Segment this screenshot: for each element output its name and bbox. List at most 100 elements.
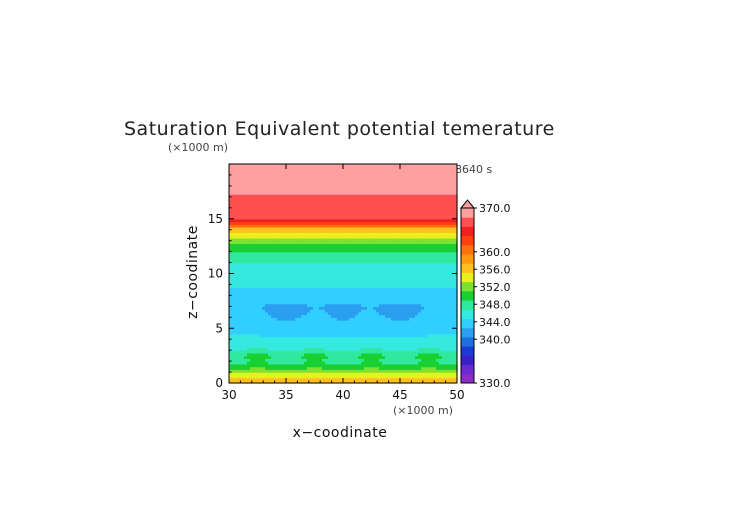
field-cell: [292, 257, 296, 261]
field-cell: [388, 218, 392, 223]
field-cell: [238, 226, 242, 231]
field-cell: [241, 262, 245, 266]
field-cell: [409, 243, 413, 247]
field-cell: [328, 224, 332, 228]
field-cell: [337, 254, 341, 258]
field-cell: [346, 232, 350, 236]
field-cell: [436, 210, 440, 214]
field-cell: [292, 251, 296, 255]
field-cell: [424, 221, 428, 225]
field-cell: [298, 262, 302, 266]
field-cell: [277, 216, 281, 220]
field-cell: [451, 254, 455, 258]
field-cell: [238, 366, 242, 370]
field-cell: [268, 289, 272, 294]
field-cell: [376, 248, 380, 253]
field-cell: [256, 355, 260, 359]
field-cell: [409, 259, 413, 264]
field-cell: [418, 303, 422, 307]
field-cell: [274, 380, 278, 384]
field-cell: [277, 276, 281, 280]
field-cell: [385, 273, 389, 277]
field-cell: [316, 374, 320, 379]
field-cell: [346, 295, 350, 299]
field-cell: [439, 322, 443, 327]
field-cell: [364, 341, 368, 346]
field-cell: [286, 330, 290, 335]
field-cell: [388, 330, 392, 335]
field-cell: [268, 218, 272, 223]
field-cell: [331, 377, 335, 381]
field-cell: [328, 248, 332, 253]
field-cell: [313, 221, 317, 225]
field-cell: [259, 284, 263, 288]
field-cell: [298, 221, 302, 225]
field-cell: [322, 237, 326, 242]
field-cell: [292, 344, 296, 349]
field-cell: [451, 232, 455, 236]
field-cell: [268, 363, 272, 368]
field-cell: [424, 355, 428, 359]
field-cell: [313, 254, 317, 258]
field-cell: [346, 350, 350, 354]
field-cell: [292, 292, 296, 296]
field-cell: [400, 352, 404, 357]
field-cell: [412, 339, 416, 343]
field-cell: [232, 350, 236, 354]
field-cell: [295, 366, 299, 370]
field-cell: [310, 300, 314, 305]
field-cell: [262, 328, 266, 332]
field-cell: [328, 366, 332, 370]
field-cell: [301, 363, 305, 368]
field-cell: [391, 278, 395, 283]
field-cell: [232, 210, 236, 214]
field-cell: [319, 298, 323, 302]
field-cell: [409, 374, 413, 379]
field-cell: [334, 235, 338, 239]
field-cell: [436, 303, 440, 307]
field-cell: [295, 339, 299, 343]
field-cell: [265, 369, 269, 373]
field-cell: [397, 270, 401, 275]
field-cell: [406, 363, 410, 368]
field-cell: [277, 366, 281, 370]
field-cell: [388, 257, 392, 261]
field-cell: [310, 358, 314, 362]
field-cell: [394, 207, 398, 212]
field-cell: [277, 210, 281, 214]
field-cell: [367, 218, 371, 223]
field-cell: [418, 317, 422, 321]
field-cell: [328, 320, 332, 324]
field-cell: [319, 205, 323, 209]
field-cell: [448, 380, 452, 384]
field-cell: [385, 352, 389, 357]
field-cell: [379, 268, 383, 272]
field-cell: [385, 229, 389, 234]
field-cell: [367, 289, 371, 294]
field-cell: [358, 281, 362, 286]
field-cell: [421, 216, 425, 220]
field-cell: [352, 369, 356, 373]
field-cell: [334, 248, 338, 253]
field-cell: [346, 330, 350, 335]
field-cell: [439, 344, 443, 349]
field-cell: [433, 306, 437, 310]
field-cell: [340, 311, 344, 316]
field-cell: [253, 372, 257, 376]
field-cell: [232, 336, 236, 340]
field-cell: [271, 237, 275, 242]
field-cell: [250, 366, 254, 370]
field-cell: [235, 232, 239, 236]
field-cell: [421, 278, 425, 283]
field-cell: [325, 380, 329, 384]
field-cell: [382, 336, 386, 340]
field-cell: [298, 218, 302, 223]
field-cell: [274, 311, 278, 316]
field-cell: [328, 232, 332, 236]
field-cell: [373, 240, 377, 244]
field-cell: [394, 320, 398, 324]
field-cell: [400, 347, 404, 351]
field-cell: [451, 278, 455, 283]
field-cell: [358, 265, 362, 269]
field-cell: [430, 207, 434, 212]
